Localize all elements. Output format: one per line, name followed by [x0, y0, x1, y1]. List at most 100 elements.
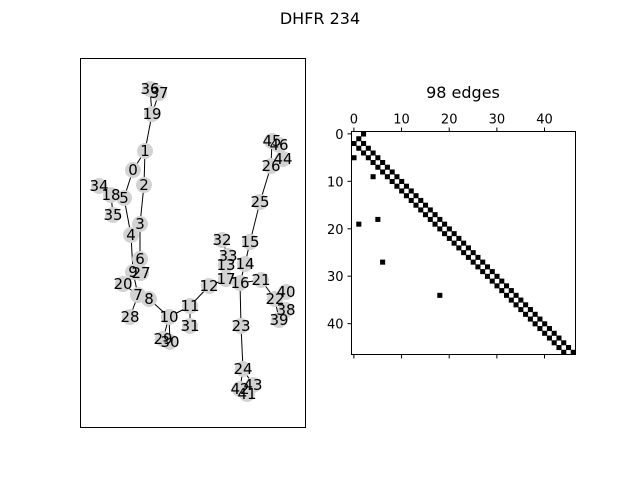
matrix-cell: [556, 345, 562, 351]
matrix-cell: [537, 326, 543, 332]
graph-node: [271, 137, 287, 153]
graph-frame: [80, 58, 306, 428]
graph-node-label: 14: [235, 255, 254, 273]
graph-node-label: 8: [144, 290, 154, 308]
graph-node-label: 2: [139, 176, 149, 194]
graph-node: [232, 381, 248, 397]
graph-node-label: 9: [128, 263, 138, 281]
graph-node-label: 28: [120, 308, 139, 326]
matrix-cell: [527, 307, 533, 313]
matrix-x-tick-label: 20: [441, 113, 458, 128]
matrix-cell: [380, 259, 386, 265]
matrix-cell: [437, 216, 443, 222]
matrix-cell: [370, 159, 376, 166]
graph-node: [91, 178, 107, 194]
matrix-title: 98 edges: [426, 83, 500, 102]
matrix-cell: [361, 150, 367, 156]
graph-node-label: 22: [265, 290, 284, 308]
matrix-x-tick-label: 0: [350, 113, 358, 128]
matrix-cell: [427, 207, 433, 213]
graph-node: [233, 318, 249, 334]
matrix-cell: [532, 321, 538, 327]
matrix-cell: [384, 174, 390, 180]
graph-node-label: 13: [216, 256, 235, 274]
matrix-cell: [432, 221, 438, 227]
graph-node: [162, 334, 178, 350]
graph-node: [232, 275, 248, 291]
matrix-cell: [542, 330, 548, 336]
matrix-cell: [365, 145, 371, 151]
matrix-cell: [518, 297, 524, 303]
matrix-cell: [361, 140, 367, 147]
matrix-cell: [504, 283, 510, 289]
matrix-cell: [565, 345, 572, 351]
matrix-cell: [451, 231, 457, 237]
graph-node-label: 12: [199, 277, 218, 295]
graph-node-label: 7: [133, 286, 143, 304]
graph-node-label: 21: [251, 271, 270, 289]
graph-node-label: 42: [230, 380, 249, 398]
matrix-cell: [384, 164, 390, 170]
graph-node-label: 40: [276, 283, 295, 301]
matrix-cell: [480, 259, 486, 265]
graph-node: [275, 151, 291, 167]
graph-node: [132, 251, 148, 267]
graph-node-label: 0: [128, 161, 138, 179]
matrix-cell: [356, 145, 362, 151]
graph-node-label: 30: [160, 333, 179, 351]
matrix-cell: [456, 245, 462, 251]
matrix-cell: [375, 216, 381, 222]
matrix-cell: [551, 330, 557, 336]
matrix-cell: [361, 131, 367, 137]
matrix-cell: [403, 193, 409, 199]
matrix-cell: [365, 155, 371, 161]
matrix-cell: [394, 183, 400, 189]
graph-node: [141, 291, 157, 307]
matrix-cell: [408, 197, 414, 203]
graph-node: [218, 271, 234, 287]
matrix-cell: [494, 273, 500, 279]
graph-node-label: 19: [142, 105, 161, 123]
matrix-cell: [380, 169, 386, 175]
graph-node: [242, 234, 258, 250]
matrix-cell: [480, 269, 486, 275]
matrix-cell: [413, 202, 419, 208]
graph-node-label: 43: [243, 376, 262, 394]
matrix-cell: [508, 297, 514, 303]
matrix-cell: [513, 292, 519, 298]
graph-node-label: 32: [212, 231, 231, 249]
graph-node-label: 41: [237, 385, 256, 403]
graph-node: [125, 162, 141, 178]
graph-node: [237, 256, 253, 272]
matrix-cells: [351, 131, 576, 355]
matrix-cell: [523, 311, 529, 317]
matrix-cell: [370, 150, 376, 156]
graph-node: [151, 85, 167, 101]
graph-node-label: 16: [230, 274, 249, 292]
matrix-cell: [494, 283, 500, 289]
graph-node-label: 37: [149, 84, 168, 102]
matrix-cell: [561, 340, 567, 346]
matrix-cell: [484, 273, 491, 279]
graph-node: [245, 377, 261, 393]
matrix-cell: [504, 292, 510, 298]
graph-node: [103, 187, 119, 203]
graph-node-label: 33: [218, 247, 237, 265]
graph-node-label: 3: [135, 215, 145, 233]
matrix-cell: [375, 164, 381, 170]
matrix-y-tick-label: 30: [327, 270, 344, 285]
graph-node: [133, 265, 149, 281]
graph-node-label: 31: [180, 317, 199, 335]
graph-node: [115, 276, 131, 292]
graph-node-label: 10: [159, 308, 178, 326]
matrix-cell: [351, 155, 357, 161]
matrix-cell: [499, 288, 505, 294]
graph-node-label: 34: [89, 177, 108, 195]
graph-node: [123, 227, 139, 243]
matrix-y-tick-label: 10: [327, 175, 344, 190]
matrix-cell: [403, 183, 409, 189]
matrix-cell: [418, 207, 424, 213]
graph-node: [235, 361, 251, 377]
matrix-cell: [408, 188, 414, 194]
